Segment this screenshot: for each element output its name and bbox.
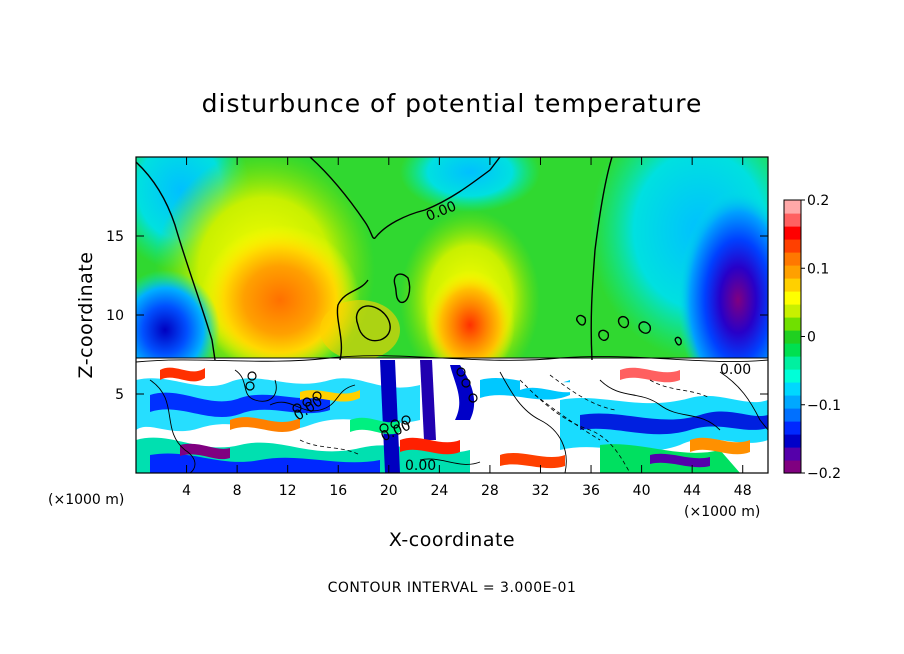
x-tick-label: 40 [633, 483, 651, 499]
colorbar-swatch [784, 434, 801, 448]
x-tick-label: 48 [734, 483, 752, 499]
y-axis-label: Z-coordinate [75, 252, 97, 379]
colorbar-tick-label: −0.2 [807, 466, 841, 482]
heatmap-field: 0.00 0.00 0.00 0.00 0.00 [136, 157, 768, 474]
colorbar-swatch [784, 304, 801, 318]
colorbar-swatch [784, 239, 801, 253]
colorbar-swatch [784, 421, 801, 435]
x-tick-label: 24 [430, 483, 448, 499]
x-unit-label-right: (×1000 m) [684, 504, 760, 520]
colorbar-swatch [784, 252, 801, 266]
colorbar-swatch [784, 213, 801, 227]
y-tick-label: 5 [115, 387, 124, 403]
y-tick-label: 10 [106, 308, 124, 324]
x-tick-label: 28 [481, 483, 499, 499]
x-tick-label: 4 [182, 483, 191, 499]
colorbar-tick-label: 0 [807, 330, 816, 346]
x-unit-label-left: (×1000 m) [48, 492, 124, 508]
colorbar-swatch [784, 317, 801, 331]
colorbar-swatch [784, 291, 801, 305]
colorbar-ticks: 0.2 0.1 0 −0.1 −0.2 [801, 193, 841, 482]
x-tick-label: 32 [532, 483, 550, 499]
colorbar-swatch [784, 200, 801, 214]
x-tick-label: 36 [582, 483, 600, 499]
colorbar-swatch [784, 382, 801, 396]
colorbar-swatch [784, 447, 801, 461]
y-tick-label: 15 [106, 229, 124, 245]
x-tick-label: 12 [279, 483, 297, 499]
x-tick-label: 44 [683, 483, 701, 499]
colorbar-tick-label: 0.1 [807, 261, 829, 277]
colorbar-tick-label: −0.1 [807, 398, 841, 414]
x-axis-ticks: 4 8 12 16 20 24 28 32 36 40 44 48 [182, 157, 752, 499]
x-tick-label: 20 [380, 483, 398, 499]
x-tick-label: 8 [233, 483, 242, 499]
contour-label: 0.00 [720, 362, 751, 378]
colorbar-swatch [784, 460, 801, 474]
colorbar-swatch [784, 369, 801, 383]
colorbar-swatch [784, 330, 801, 344]
colorbar-swatch [784, 395, 801, 409]
y-axis-ticks: 5 10 15 [106, 229, 768, 403]
contour-interval-note: CONTOUR INTERVAL = 3.000E-01 [328, 580, 577, 596]
x-axis-label: X-coordinate [389, 529, 515, 551]
colorbar-swatch [784, 356, 801, 370]
contour-label: 0.00 [405, 458, 436, 474]
colorbar-tick-label: 0.2 [807, 193, 829, 209]
colorbar-swatch [784, 408, 801, 422]
colorbar-swatch [784, 265, 801, 279]
x-tick-label: 16 [329, 483, 347, 499]
colorbar [784, 200, 801, 474]
colorbar-swatch [784, 226, 801, 240]
colorbar-swatch [784, 278, 801, 292]
chart-title: disturbunce of potential temperature [202, 89, 703, 118]
colorbar-swatch [784, 343, 801, 357]
